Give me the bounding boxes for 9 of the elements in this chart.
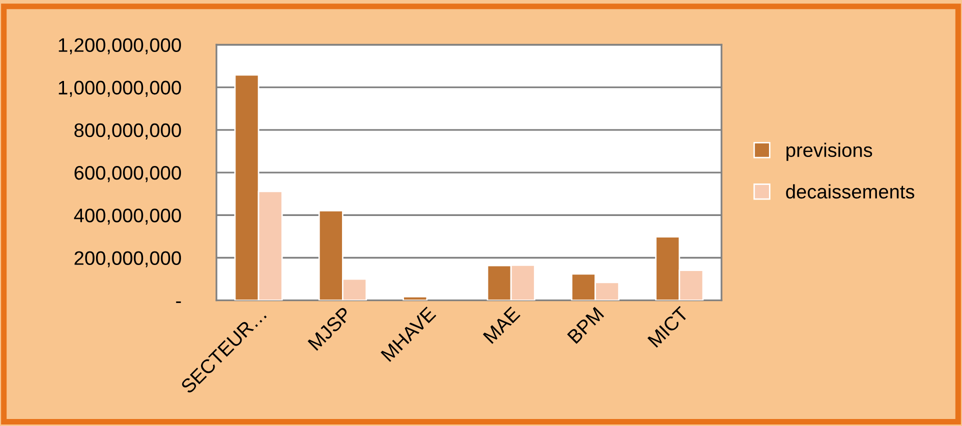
y-tick-label: 1,000,000,000 — [58, 80, 181, 97]
y-tick-label: 1,200,000,000 — [58, 38, 181, 54]
y-tick-label: 600,000,000 — [74, 166, 181, 182]
y-tick-label: 400,000,000 — [74, 208, 181, 225]
y-tick-label: - — [176, 301, 181, 303]
legend-label: decaissements — [786, 184, 914, 199]
y-tick-label: 200,000,000 — [74, 251, 181, 268]
legend-label: previsions — [786, 142, 872, 161]
y-tick-label: 800,000,000 — [74, 123, 181, 140]
